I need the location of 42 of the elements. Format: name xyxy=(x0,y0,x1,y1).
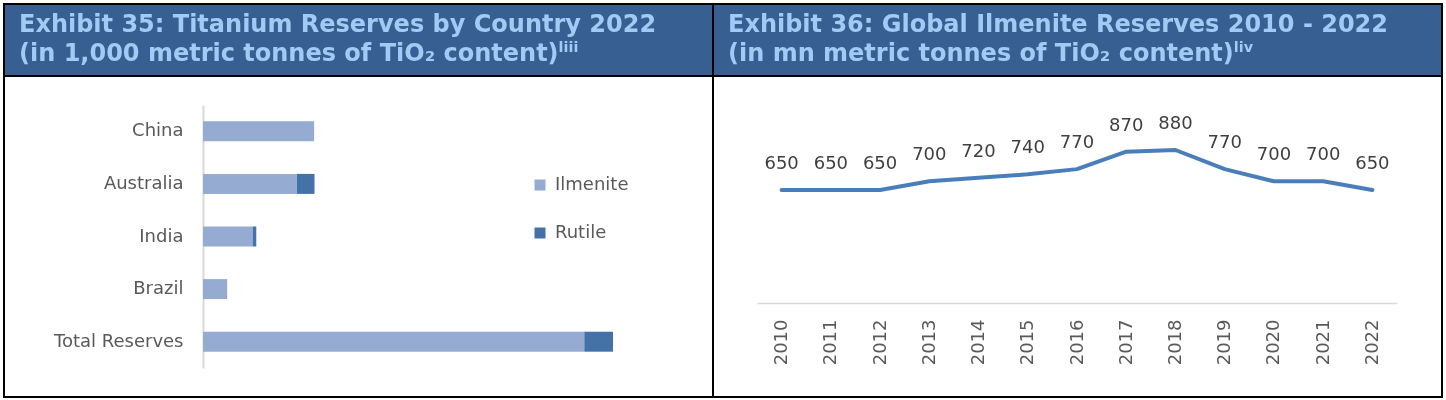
x-tick-label: 2016 xyxy=(1065,319,1087,366)
x-tick-label: 2020 xyxy=(1262,319,1284,366)
data-label: 650 xyxy=(764,151,799,173)
data-label: 650 xyxy=(1355,151,1390,173)
chart-title: Exhibit 35: Titanium Reserves by Country 2022 (in 1,000 metric tonnes of TiO₂ content)$^{liii}$ xyxy=(19,10,658,68)
x-tick-label: 2013 xyxy=(917,319,939,366)
x-tick-label: 2015 xyxy=(1016,319,1038,366)
x-tick-label: 2021 xyxy=(1311,319,1333,366)
data-label: 880 xyxy=(1158,112,1193,133)
x-tick-label: 2022 xyxy=(1360,319,1382,366)
data-label: 700 xyxy=(912,143,947,165)
x-tick-label: 2018 xyxy=(1163,319,1185,366)
bar xyxy=(203,121,315,142)
data-label: 770 xyxy=(1207,131,1242,153)
bar xyxy=(203,331,585,352)
chart-title: Exhibit 36: Global Ilmenite Reserves 2010 - 2022 (in mn metric tonnes of TiO₂ content)$^{liv}$ xyxy=(728,10,1389,68)
bar xyxy=(296,173,315,194)
x-tick-label: 2012 xyxy=(868,319,890,366)
x-tick-label: 2019 xyxy=(1213,319,1235,366)
data-label: 700 xyxy=(1305,143,1341,165)
data-label: 720 xyxy=(961,139,996,161)
y-tick-label: India xyxy=(139,224,184,246)
y-tick-label: Total Reserves xyxy=(53,329,184,351)
y-tick-label: Brazil xyxy=(133,277,184,299)
x-tick-label: 2011 xyxy=(819,319,841,366)
bar xyxy=(203,226,253,247)
x-tick-label: 2014 xyxy=(967,319,989,366)
x-tick-label: 2017 xyxy=(1114,319,1136,366)
data-label: 700 xyxy=(1256,143,1292,165)
legend-label: Rutile xyxy=(555,221,607,243)
data-label: 870 xyxy=(1109,113,1144,135)
bar xyxy=(203,173,297,194)
data-label: 650 xyxy=(813,151,849,173)
data-label: 650 xyxy=(862,151,898,173)
bar xyxy=(584,331,613,352)
x-tick-label: 2010 xyxy=(770,319,792,366)
data-label: 740 xyxy=(1010,136,1045,158)
y-tick-label: China xyxy=(132,119,184,141)
legend-label: Ilmenite xyxy=(555,173,629,195)
bar xyxy=(203,279,228,300)
y-tick-label: Australia xyxy=(103,171,184,193)
data-label: 770 xyxy=(1059,131,1095,153)
